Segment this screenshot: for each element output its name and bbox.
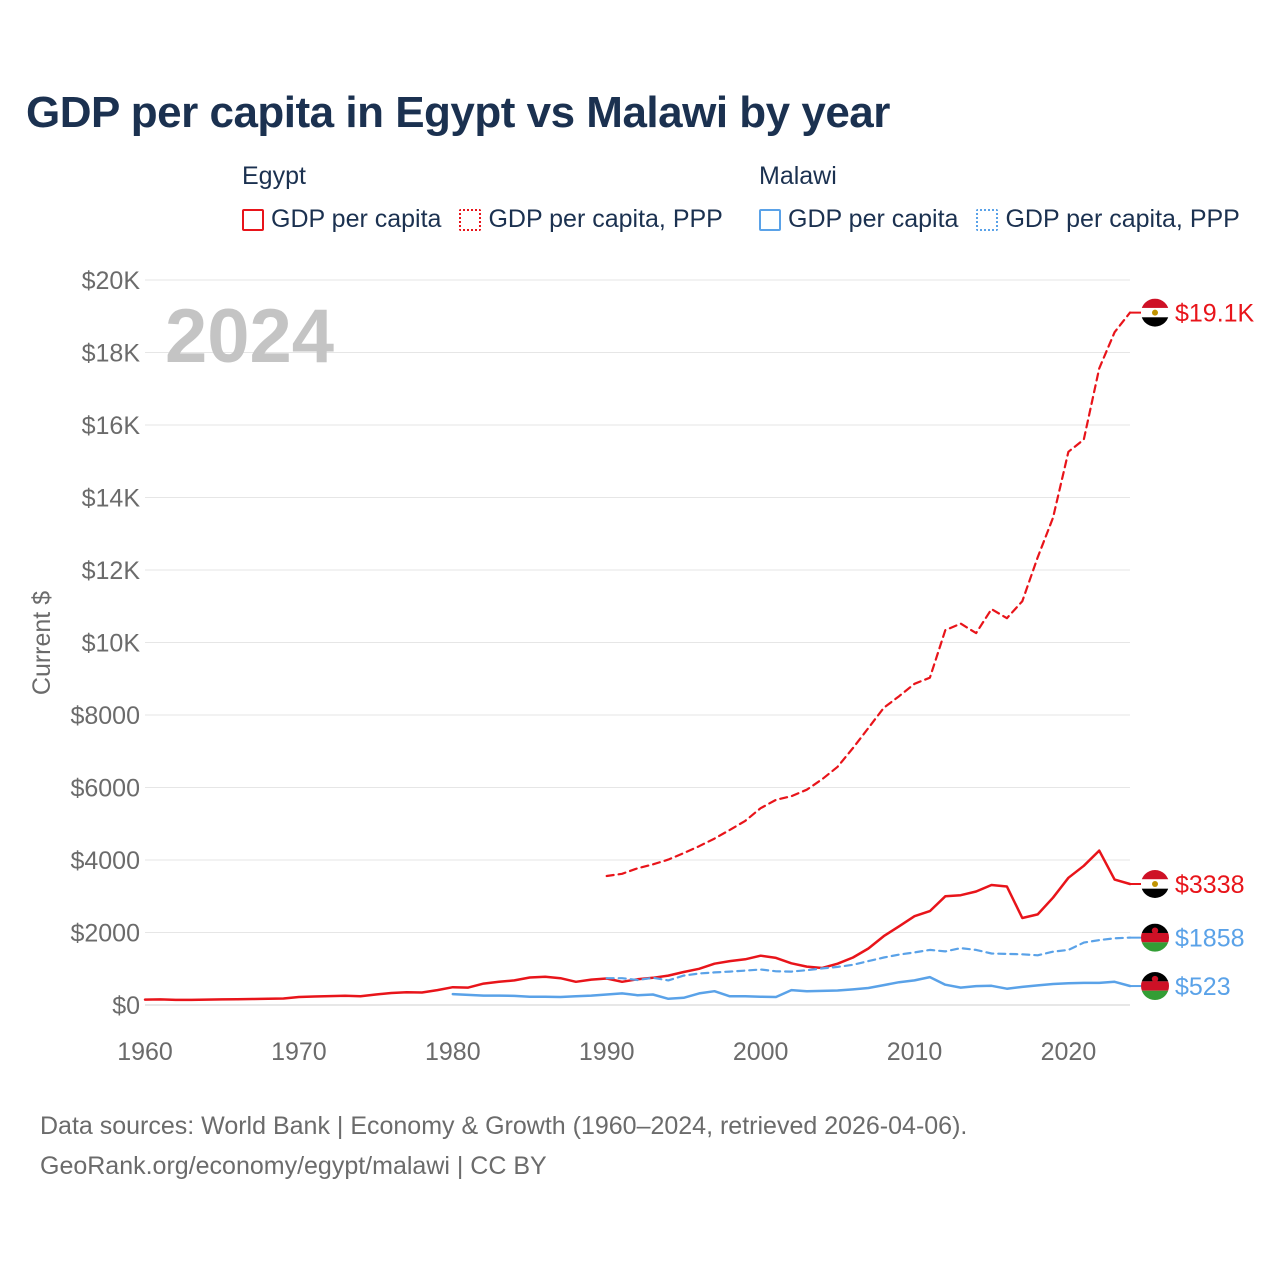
year-watermark: 2024 bbox=[165, 294, 334, 379]
x-tick-label: 1960 bbox=[117, 1038, 173, 1066]
legend-swatch-dotted-icon bbox=[459, 208, 482, 231]
legend-group-malawi: Malawi GDP per capita GDP per capita, PP… bbox=[759, 162, 1240, 234]
egypt-flag-icon bbox=[1141, 869, 1169, 898]
series-line-egypt-gdp-per-capita-ppp[interactable] bbox=[605, 311, 1132, 878]
legend-label: GDP per capita, PPP bbox=[1005, 205, 1240, 233]
series-lines bbox=[143, 311, 1132, 1002]
legend-item-malawi-gdp[interactable]: GDP per capita bbox=[759, 205, 958, 234]
x-tick-label: 2000 bbox=[733, 1038, 789, 1066]
chart-title: GDP per capita in Egypt vs Malawi by yea… bbox=[26, 88, 890, 137]
y-tick-label: $18K bbox=[82, 340, 141, 368]
y-tick-label: $2000 bbox=[70, 920, 140, 948]
y-tick-label: $0 bbox=[112, 992, 140, 1020]
legend-group-name-egypt: Egypt bbox=[242, 162, 306, 190]
legend-group-name-malawi: Malawi bbox=[759, 162, 837, 190]
series-line-egypt-gdp-per-capita[interactable] bbox=[143, 849, 1132, 1002]
y-tick-label: $6000 bbox=[70, 775, 140, 803]
end-value-label: $1858 bbox=[1175, 925, 1245, 953]
y-tick-label: $8000 bbox=[70, 702, 140, 730]
line-chart: 2024 $0$2000$4000$6000$8000$10K$12K$14K$… bbox=[28, 267, 1255, 1066]
x-tick-label: 2020 bbox=[1041, 1038, 1097, 1066]
egypt-flag-icon bbox=[1141, 298, 1169, 327]
legend-item-egypt-gdp-ppp[interactable]: GDP per capita, PPP bbox=[459, 205, 723, 234]
x-tick-label: 1990 bbox=[579, 1038, 635, 1066]
legend-swatch-solid-icon bbox=[759, 208, 781, 231]
x-axis: 1960 1970 1980 1990 2000 2010 2020 bbox=[117, 1038, 1096, 1066]
footer: Data sources: World Bank | Economy & Gro… bbox=[40, 1106, 967, 1186]
legend-item-malawi-gdp-ppp[interactable]: GDP per capita, PPP bbox=[976, 205, 1240, 234]
legend-label: GDP per capita, PPP bbox=[488, 205, 723, 233]
y-tick-label: $20K bbox=[82, 267, 141, 295]
legend-item-egypt-gdp[interactable]: GDP per capita bbox=[242, 205, 441, 234]
end-value-label: $3338 bbox=[1175, 871, 1245, 899]
grid-lines bbox=[145, 279, 1130, 1006]
end-value-label: $523 bbox=[1175, 973, 1231, 1001]
footer-source: Data sources: World Bank | Economy & Gro… bbox=[40, 1112, 968, 1140]
x-tick-label: 1980 bbox=[425, 1038, 481, 1066]
legend-swatch-solid-icon bbox=[242, 208, 264, 231]
end-value-label: $19.1K bbox=[1175, 300, 1255, 328]
y-tick-label: $12K bbox=[82, 557, 141, 585]
series-line-malawi-gdp-per-capita[interactable] bbox=[451, 975, 1132, 1001]
legend-label: GDP per capita bbox=[271, 205, 442, 233]
footer-link[interactable]: GeoRank.org/economy/egypt/malawi | CC BY bbox=[40, 1152, 547, 1180]
y-axis-label: Current $ bbox=[28, 591, 56, 695]
end-markers: $3338 $19.1K $1858 $523 bbox=[1130, 298, 1255, 1001]
series-line-malawi-gdp-per-capita-ppp[interactable] bbox=[605, 936, 1132, 982]
legend-label: GDP per capita bbox=[788, 205, 959, 233]
malawi-flag-icon bbox=[1141, 923, 1169, 952]
malawi-flag-icon bbox=[1141, 972, 1169, 1001]
x-tick-label: 2010 bbox=[887, 1038, 943, 1066]
y-axis: $0 $2000 $4000 $6000 $8000 $10K $12K $14K $16K $1… bbox=[70, 267, 140, 1020]
y-tick-label: $16K bbox=[82, 412, 141, 440]
legend-group-egypt: Egypt GDP per capita GDP per capita, PPP bbox=[242, 162, 723, 234]
legend-swatch-dotted-icon bbox=[976, 208, 999, 231]
y-tick-label: $4000 bbox=[70, 847, 140, 875]
y-tick-label: $10K bbox=[82, 630, 141, 658]
x-tick-label: 1970 bbox=[271, 1038, 327, 1066]
y-tick-label: $14K bbox=[82, 485, 141, 513]
